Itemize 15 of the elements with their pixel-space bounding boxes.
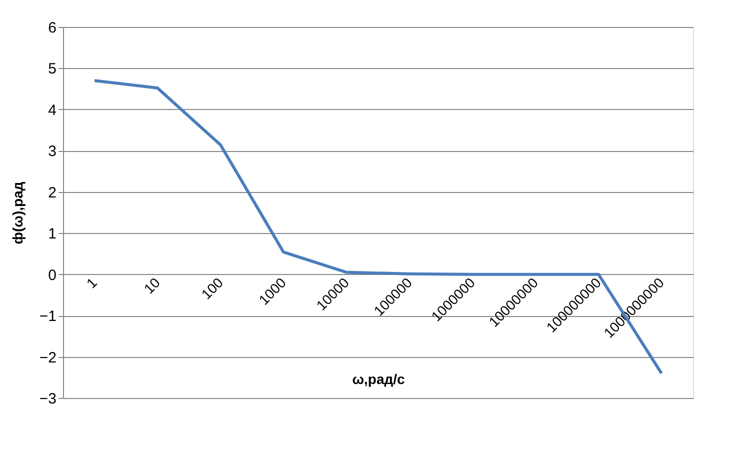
y-tick-label: 6 [48, 20, 56, 36]
y-tick-label: −3 [39, 390, 56, 408]
y-tick-label: −2 [39, 349, 56, 366]
y-tick-label: 3 [48, 143, 56, 160]
y-axis-title: ф(ω),рад [9, 182, 26, 244]
y-tick-label: 2 [48, 184, 56, 202]
y-tick-label: 4 [48, 102, 56, 119]
y-tick-label: 1 [48, 226, 56, 243]
x-tick-label: 100 [198, 274, 226, 302]
y-tick-label: 5 [48, 60, 56, 78]
x-tick-label: 10 [140, 274, 164, 297]
x-axis-title: ω,рад/с [352, 370, 406, 387]
y-tick-label: −1 [39, 308, 56, 326]
y-tick-label: 0 [48, 266, 56, 284]
x-tick-label: 1 [83, 274, 100, 292]
